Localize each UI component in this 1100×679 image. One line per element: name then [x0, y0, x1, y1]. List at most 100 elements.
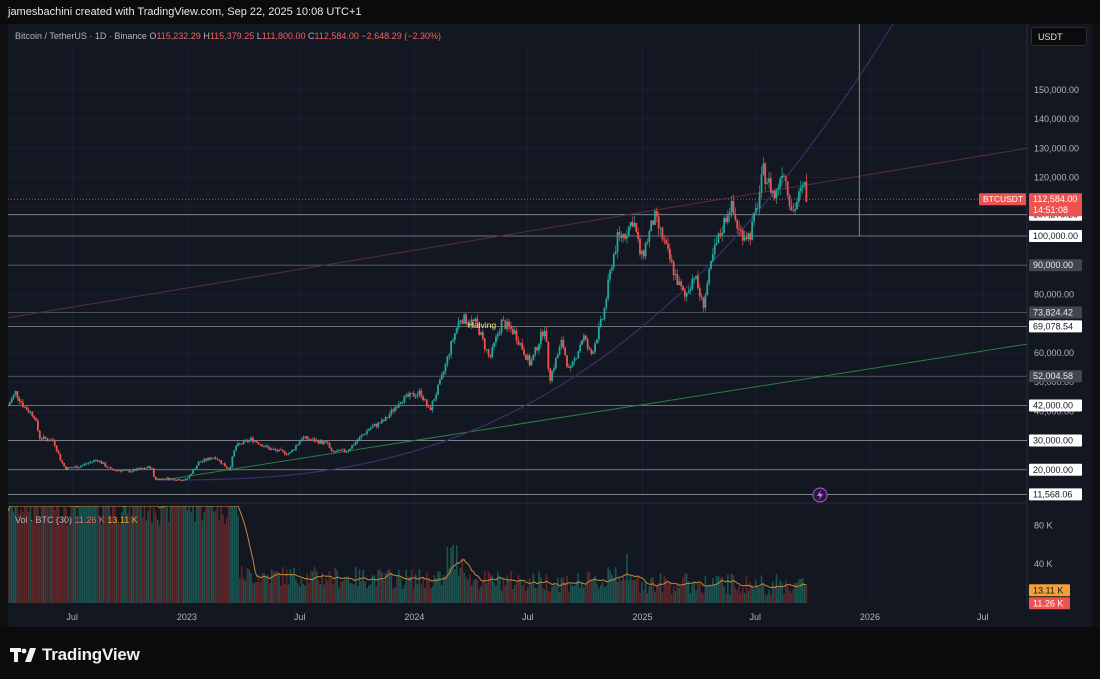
volume-bar — [130, 516, 133, 603]
candle-body — [794, 209, 797, 211]
volume-legend[interactable]: Vol · BTC (30) 11.26 K 13.11 K — [15, 515, 138, 525]
volume-bar — [216, 506, 219, 603]
candle-body — [358, 437, 361, 441]
volume-bar — [420, 584, 423, 603]
candle-body — [280, 449, 282, 451]
volume-bar — [549, 592, 552, 603]
volume-bar — [212, 511, 215, 603]
volume-bar — [794, 583, 796, 603]
candle-body — [12, 394, 15, 399]
candle-body — [504, 320, 507, 330]
candle-body — [803, 181, 806, 186]
volume-bar — [35, 506, 37, 603]
open-value: 115,232.29 — [156, 31, 201, 41]
candle-body — [530, 360, 533, 366]
candle-body — [173, 478, 176, 481]
volume-bar — [536, 588, 538, 603]
volume-bar — [143, 506, 146, 603]
volume-bar — [315, 571, 318, 603]
candle-body — [338, 449, 340, 451]
candle-body — [554, 358, 557, 369]
candle-body — [231, 456, 234, 467]
candle-body — [769, 178, 772, 193]
currency-button[interactable]: USDT — [1031, 27, 1087, 46]
candle-body — [304, 436, 307, 438]
candle-body — [525, 354, 527, 360]
volume-bar — [633, 580, 636, 603]
candle-body — [431, 400, 434, 411]
candle-body — [661, 227, 664, 240]
volume-bar — [627, 580, 630, 603]
volume-bar — [353, 584, 355, 603]
candle-body — [708, 268, 711, 284]
volume-bar — [712, 578, 714, 603]
volume-bar — [798, 579, 800, 603]
candle-body — [225, 466, 228, 469]
volume-bar — [751, 585, 753, 603]
volume-bar — [76, 521, 78, 603]
volume-bar — [620, 580, 623, 603]
volume-bar — [141, 517, 144, 603]
volume-bar — [259, 582, 262, 603]
candle-body — [691, 278, 694, 290]
candle-body — [672, 261, 675, 276]
candle-body — [23, 406, 26, 408]
volume-bar — [201, 520, 204, 603]
volume-bar — [586, 571, 589, 603]
candle-body — [298, 441, 301, 445]
candle-body — [123, 470, 125, 471]
volume-bar — [745, 575, 748, 603]
candle-body — [70, 467, 73, 469]
volume-bar — [669, 582, 671, 603]
candle-body — [582, 335, 585, 341]
volume-bar — [173, 506, 176, 603]
volume-bar — [153, 507, 155, 603]
candle-body — [562, 339, 565, 348]
volume-bar — [646, 593, 649, 603]
symbol-legend[interactable]: Bitcoin / TetherUS · 1D · Binance O115,2… — [15, 31, 441, 41]
candle-body — [362, 434, 365, 436]
candle-body — [171, 478, 174, 480]
candle-body — [801, 185, 804, 188]
volume-bar — [235, 506, 237, 603]
volume-bar — [106, 506, 108, 603]
volume-bar — [719, 577, 722, 603]
candle-body — [65, 466, 67, 470]
volume-bar — [756, 585, 759, 603]
volume-bar — [42, 506, 45, 603]
candle-body — [773, 191, 776, 199]
volume-bar — [338, 587, 340, 603]
candle-body — [500, 319, 503, 333]
candle-body — [448, 354, 451, 357]
volume-bar — [508, 579, 510, 603]
candle-body — [631, 221, 634, 227]
volume-bar — [248, 569, 250, 603]
volume-bar — [405, 569, 408, 603]
candle-body — [749, 233, 752, 240]
candle-body — [137, 468, 140, 470]
candle-body — [738, 228, 740, 230]
volume-bar — [426, 572, 428, 603]
volume-bar — [766, 594, 768, 603]
candle-body — [214, 457, 217, 459]
volume-bar — [626, 553, 628, 603]
candle-body — [399, 402, 402, 405]
volume-bar — [588, 571, 591, 603]
time-tick-label: Jul — [750, 612, 762, 622]
volume-bar — [298, 586, 301, 603]
volume-bar — [12, 511, 15, 603]
volume-bar — [46, 506, 49, 603]
candle-body — [545, 330, 548, 343]
volume-bar — [285, 569, 288, 603]
price-axis[interactable]: 150,000.00 140,000.00 130,000.00 120,000.00… — [979, 85, 1082, 610]
volume-bar — [805, 585, 808, 603]
volume-bar — [472, 580, 475, 603]
volume-bar — [725, 593, 727, 603]
candle-body — [390, 409, 393, 415]
candle-body — [717, 233, 720, 243]
tradingview-logo[interactable]: TradingView — [10, 645, 140, 665]
current-price-tag — [1029, 193, 1082, 217]
candle-body — [482, 332, 484, 339]
time-axis[interactable]: Jul 2023 Jul 2024 Jul 2025 Jul 2026 Jul — [66, 612, 988, 622]
